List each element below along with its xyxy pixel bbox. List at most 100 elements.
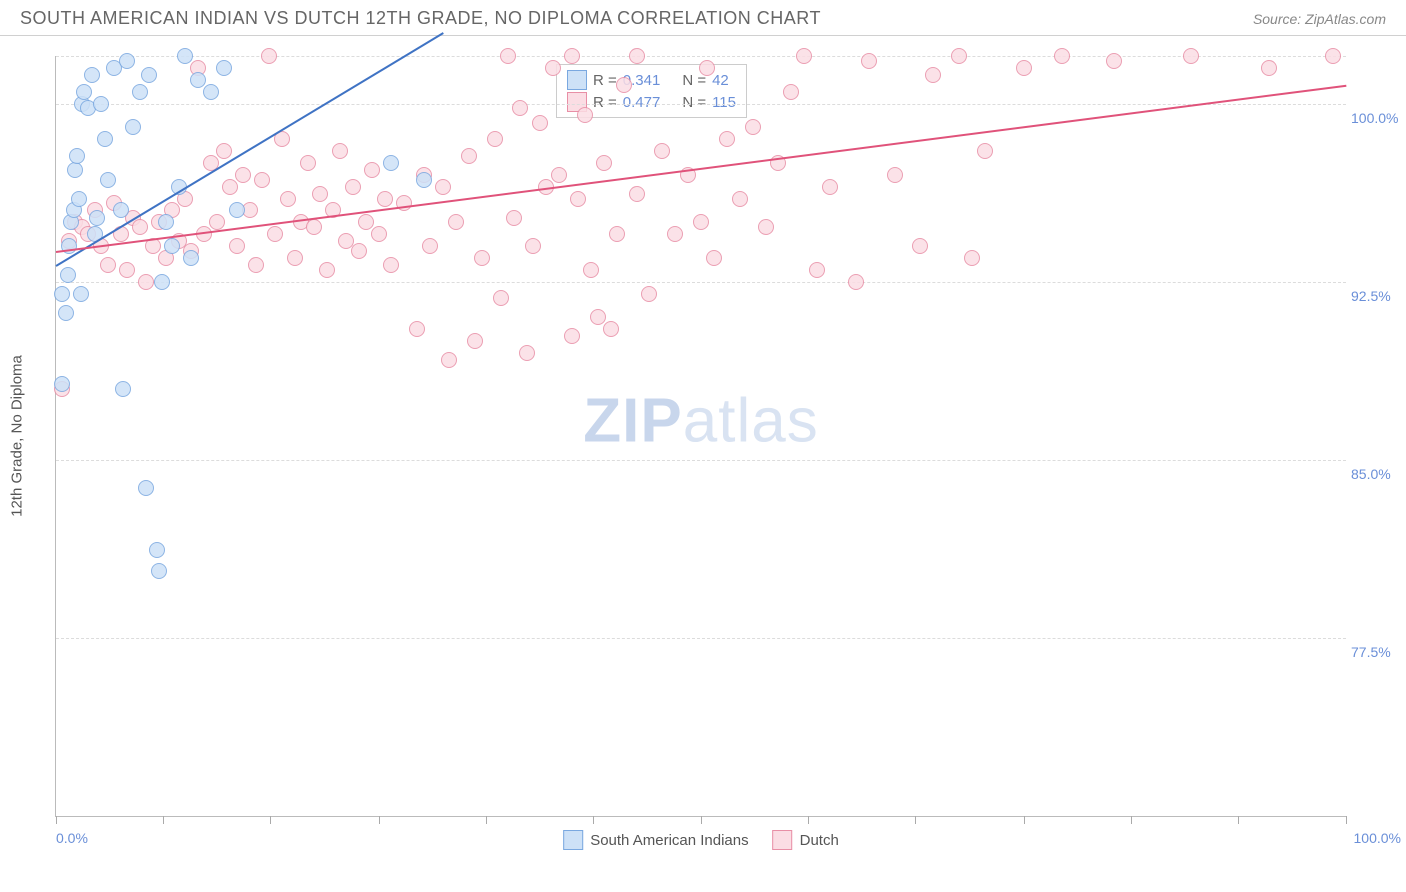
data-point (745, 119, 761, 135)
x-tick (1131, 816, 1132, 824)
y-axis-title: 12th Grade, No Diploma (9, 355, 26, 517)
data-point (493, 290, 509, 306)
data-point (796, 48, 812, 64)
data-point (154, 274, 170, 290)
data-point (500, 48, 516, 64)
data-point (596, 155, 612, 171)
data-point (125, 119, 141, 135)
data-point (719, 131, 735, 147)
legend-b-label: Dutch (800, 832, 839, 849)
data-point (190, 72, 206, 88)
data-point (822, 179, 838, 195)
data-point (448, 214, 464, 230)
data-point (383, 155, 399, 171)
data-point (261, 48, 277, 64)
data-point (216, 143, 232, 159)
x-tick (808, 816, 809, 824)
data-point (519, 345, 535, 361)
data-point (603, 321, 619, 337)
data-point (149, 542, 165, 558)
data-point (73, 286, 89, 302)
data-point (377, 191, 393, 207)
data-point (964, 250, 980, 266)
data-point (809, 262, 825, 278)
data-point (641, 286, 657, 302)
x-tick (270, 816, 271, 824)
data-point (951, 48, 967, 64)
data-point (203, 84, 219, 100)
legend-a-label: South American Indians (590, 832, 748, 849)
data-point (693, 214, 709, 230)
watermark: ZIPatlas (583, 385, 818, 456)
data-point (1054, 48, 1070, 64)
x-max-label: 100.0% (1354, 830, 1401, 846)
data-point (609, 226, 625, 242)
data-point (616, 77, 632, 93)
data-point (570, 191, 586, 207)
data-point (280, 191, 296, 207)
data-point (345, 179, 361, 195)
data-point (183, 250, 199, 266)
data-point (229, 238, 245, 254)
data-point (151, 563, 167, 579)
chart-area: 12th Grade, No Diploma ZIPatlas R = 0.34… (55, 56, 1345, 816)
swatch-a (567, 70, 587, 90)
data-point (67, 162, 83, 178)
data-point (925, 67, 941, 83)
data-point (138, 480, 154, 496)
chart-source: Source: ZipAtlas.com (1253, 11, 1386, 27)
data-point (364, 162, 380, 178)
data-point (1261, 60, 1277, 76)
data-point (71, 191, 87, 207)
data-point (1325, 48, 1341, 64)
data-point (158, 214, 174, 230)
data-point (583, 262, 599, 278)
y-tick-label: 85.0% (1351, 466, 1406, 482)
x-tick (163, 816, 164, 824)
data-point (119, 262, 135, 278)
chart-header: SOUTH AMERICAN INDIAN VS DUTCH 12TH GRAD… (0, 0, 1406, 36)
data-point (97, 131, 113, 147)
data-point (487, 131, 503, 147)
data-point (848, 274, 864, 290)
y-tick-label: 92.5% (1351, 288, 1406, 304)
data-point (699, 60, 715, 76)
y-tick-label: 77.5% (1351, 644, 1406, 660)
x-tick (379, 816, 380, 824)
data-point (248, 257, 264, 273)
gridline (56, 282, 1346, 283)
data-point (629, 186, 645, 202)
data-point (525, 238, 541, 254)
data-point (861, 53, 877, 69)
data-point (76, 84, 92, 100)
data-point (177, 48, 193, 64)
x-tick (915, 816, 916, 824)
data-point (58, 305, 74, 321)
series-legend: South American Indians Dutch (563, 830, 839, 850)
data-point (551, 167, 567, 183)
gridline (56, 638, 1346, 639)
data-point (409, 321, 425, 337)
data-point (351, 243, 367, 259)
data-point (306, 219, 322, 235)
data-point (69, 148, 85, 164)
data-point (138, 274, 154, 290)
data-point (422, 238, 438, 254)
data-point (312, 186, 328, 202)
data-point (977, 143, 993, 159)
data-point (1016, 60, 1032, 76)
data-point (254, 172, 270, 188)
x-tick (701, 816, 702, 824)
x-tick (56, 816, 57, 824)
data-point (1106, 53, 1122, 69)
data-point (216, 60, 232, 76)
data-point (209, 214, 225, 230)
data-point (441, 352, 457, 368)
data-point (435, 179, 451, 195)
data-point (115, 381, 131, 397)
data-point (564, 328, 580, 344)
data-point (654, 143, 670, 159)
data-point (300, 155, 316, 171)
data-point (54, 286, 70, 302)
x-min-label: 0.0% (56, 830, 88, 846)
